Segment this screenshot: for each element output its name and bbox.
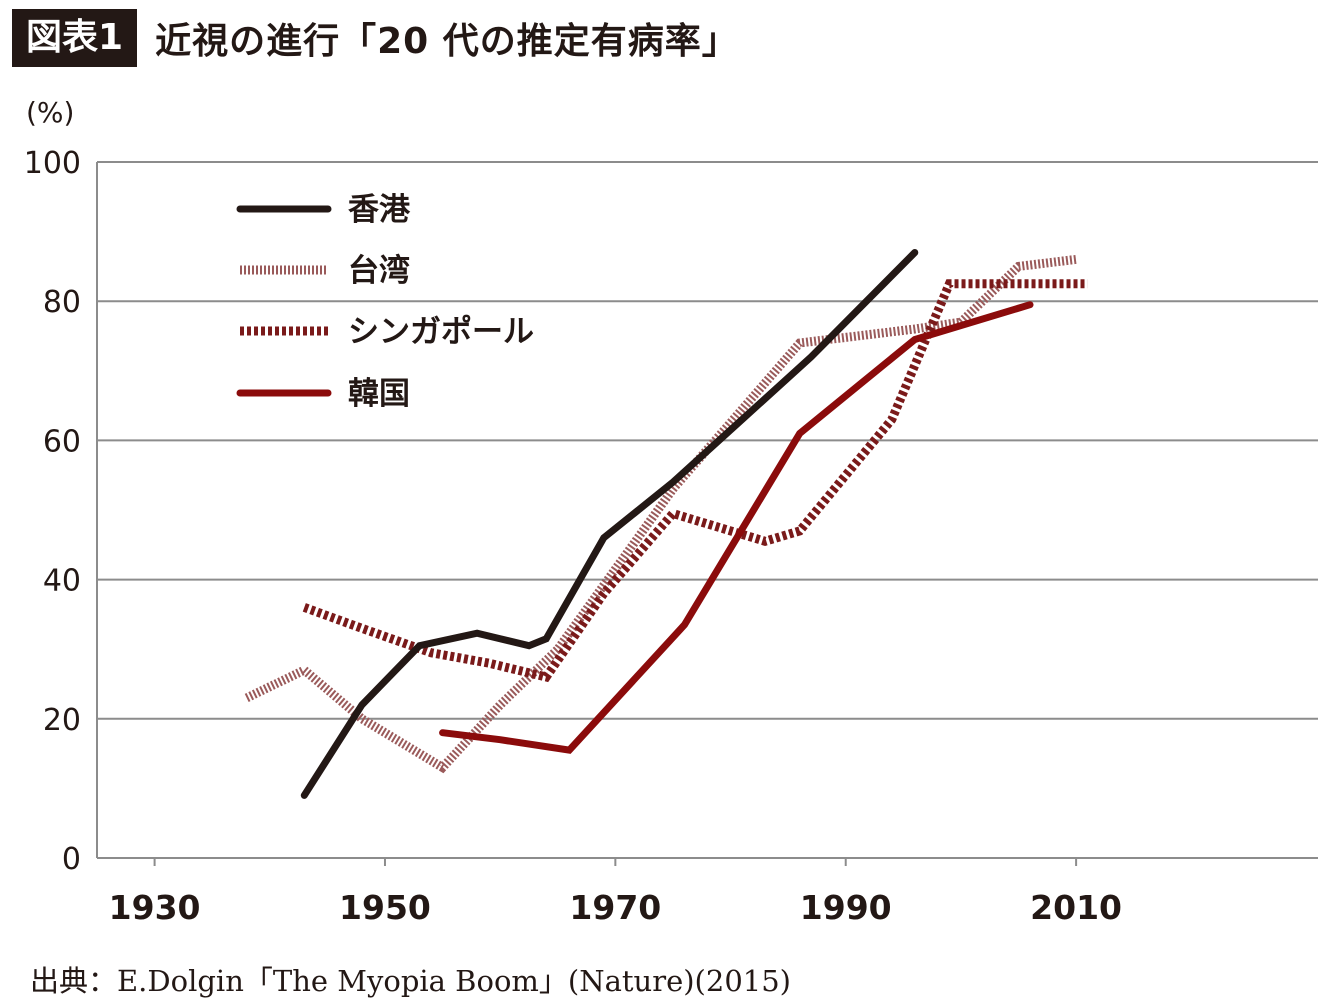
y-tick-label-20: 20	[43, 703, 81, 738]
legend-label-3: 韓国	[348, 376, 410, 412]
legend-label-0: 香港	[348, 192, 411, 228]
figure-badge: 図表1	[12, 9, 138, 67]
y-tick-label-100: 100	[24, 146, 81, 181]
y-axis-unit-label: (%)	[26, 96, 75, 129]
y-tick-label-60: 60	[43, 424, 81, 459]
chart-title: 近視の進行「20 代の推定有病率」	[155, 21, 739, 62]
y-tick-label-80: 80	[43, 285, 81, 320]
x-tick-label-1930: 1930	[109, 888, 201, 927]
y-tick-label-40: 40	[43, 564, 81, 599]
series-line-1	[244, 254, 1077, 774]
x-tick-label-2010: 2010	[1030, 888, 1122, 927]
legend-label-1: 台湾	[348, 253, 410, 289]
title-row: 図表1 近視の進行「20 代の推定有病率」	[12, 8, 739, 68]
x-tick-label-1970: 1970	[569, 888, 661, 927]
series-line-3	[439, 301, 1034, 754]
source-note: 出典：E.Dolgin「The Myopia Boom」(Nature)(201…	[30, 964, 791, 998]
x-tick-label-1950: 1950	[339, 888, 431, 927]
x-tick-label-1990: 1990	[800, 888, 892, 927]
legend-label-2: シンガポール	[348, 314, 534, 350]
y-tick-label-0: 0	[62, 842, 81, 877]
series-line-0	[300, 249, 919, 799]
